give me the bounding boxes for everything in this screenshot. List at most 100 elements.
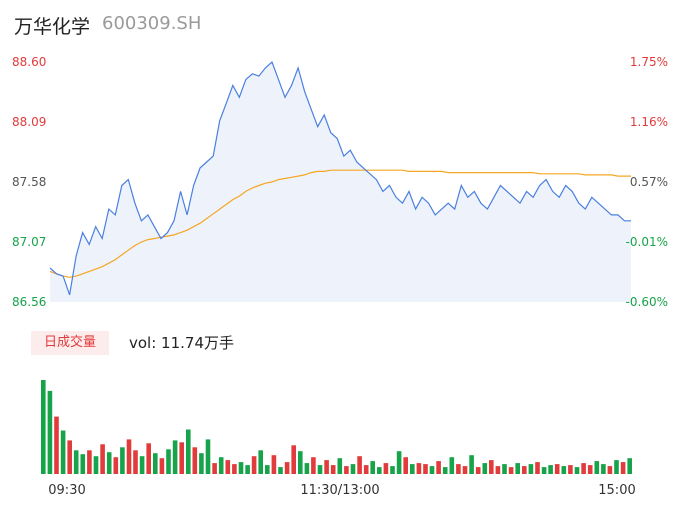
volume-bar xyxy=(436,461,441,474)
volume-bar xyxy=(344,466,349,474)
volume-bar xyxy=(251,456,257,474)
volume-bar xyxy=(541,467,547,474)
volume-bar xyxy=(186,429,191,474)
volume-bar xyxy=(429,466,435,474)
volume-bar xyxy=(139,456,145,474)
price-line xyxy=(49,60,631,296)
volume-bar xyxy=(561,466,567,474)
volume-bar xyxy=(574,467,580,474)
volume-bar xyxy=(232,464,237,474)
volume-bar xyxy=(423,464,428,474)
volume-bar xyxy=(304,463,310,474)
volume-bar xyxy=(554,464,560,474)
percent-tick-label: -0.01% xyxy=(626,235,668,249)
volume-bar xyxy=(199,453,204,474)
price-tick-label: 87.58 xyxy=(12,175,46,189)
volume-bar xyxy=(475,467,481,474)
volume-bar xyxy=(153,453,158,474)
volume-tab[interactable]: 日成交量 xyxy=(31,331,109,355)
volume-bar xyxy=(218,457,224,474)
time-tick-label: 15:00 xyxy=(598,483,635,498)
volume-bar xyxy=(568,465,573,474)
volume-bar xyxy=(357,456,362,474)
percent-tick-label: 1.16% xyxy=(630,115,668,129)
volume-bar xyxy=(126,439,132,474)
volume-bar xyxy=(456,464,461,474)
volume-bar xyxy=(238,462,244,474)
volume-bar xyxy=(54,416,59,474)
volume-bar xyxy=(377,467,382,474)
volume-bar xyxy=(205,439,211,474)
volume-bar xyxy=(515,463,520,474)
volume-bar xyxy=(442,467,448,474)
volume-bar xyxy=(535,462,540,474)
volume-bar xyxy=(146,443,151,474)
volume-bar xyxy=(113,457,119,474)
volume-bar xyxy=(495,466,501,474)
volume-bar xyxy=(614,460,619,474)
price-tick-label: 87.07 xyxy=(12,235,46,249)
stock-code: 600309.SH xyxy=(102,13,202,34)
volume-bar xyxy=(179,442,184,474)
volume-bar xyxy=(390,466,395,474)
volume-bar xyxy=(291,445,296,474)
volume-bar xyxy=(311,457,316,474)
volume-bar xyxy=(383,463,389,474)
volume-bar xyxy=(350,464,356,474)
volume-bar xyxy=(106,452,112,474)
volume-bar xyxy=(298,451,303,474)
volume-bar xyxy=(548,465,553,474)
volume-bar xyxy=(225,460,231,474)
volume-bar xyxy=(166,449,171,474)
volume-bar xyxy=(620,462,626,474)
time-tick-label: 11:30/13:00 xyxy=(300,483,379,498)
volume-bar xyxy=(258,450,263,474)
volume-bar xyxy=(416,463,422,474)
volume-bar xyxy=(403,457,408,474)
price-tick-label: 88.60 xyxy=(12,55,46,69)
volume-bar xyxy=(87,450,92,474)
volume-bar xyxy=(449,457,455,474)
volume-bar xyxy=(587,465,593,474)
volume-readout: vol: 11.74万手 xyxy=(129,334,234,352)
percent-tick-label: 1.75% xyxy=(630,55,668,69)
volume-bar xyxy=(192,447,198,474)
volume-bar xyxy=(594,461,600,474)
volume-bar xyxy=(330,465,336,474)
volume-bar xyxy=(522,466,527,474)
price-tick-label: 86.56 xyxy=(12,295,46,309)
volume-bar xyxy=(601,464,606,474)
volume-bar xyxy=(73,450,79,474)
volume-bar xyxy=(278,467,283,474)
volume-bar xyxy=(508,467,514,474)
volume-bar xyxy=(462,466,468,474)
volume-bar xyxy=(265,465,270,474)
volume-bar xyxy=(133,450,138,474)
volume-bar xyxy=(284,462,290,474)
volume-bar xyxy=(581,463,586,474)
volume-bar xyxy=(60,430,66,474)
volume-bar xyxy=(337,458,343,474)
price-tick-label: 88.09 xyxy=(12,115,46,129)
volume-bar xyxy=(120,447,125,474)
volume-bar xyxy=(370,461,375,474)
volume-bar xyxy=(212,463,217,474)
average-price-line xyxy=(49,169,631,278)
volume-bar xyxy=(489,460,494,474)
volume-bar xyxy=(93,456,99,474)
volume-bar xyxy=(172,440,178,474)
volume-bar xyxy=(410,464,415,474)
volume-bar xyxy=(245,465,250,474)
volume-bar xyxy=(528,464,534,474)
volume-bar xyxy=(159,458,165,474)
volume-bar xyxy=(100,444,105,474)
volume-bar xyxy=(627,458,632,474)
volume-bar xyxy=(607,466,613,474)
volume-bar xyxy=(482,463,488,474)
volume-bar xyxy=(317,465,323,474)
volume-bar xyxy=(396,451,402,474)
volume-bar xyxy=(271,455,277,474)
volume-bar xyxy=(502,464,507,474)
volume-bar xyxy=(41,380,46,474)
